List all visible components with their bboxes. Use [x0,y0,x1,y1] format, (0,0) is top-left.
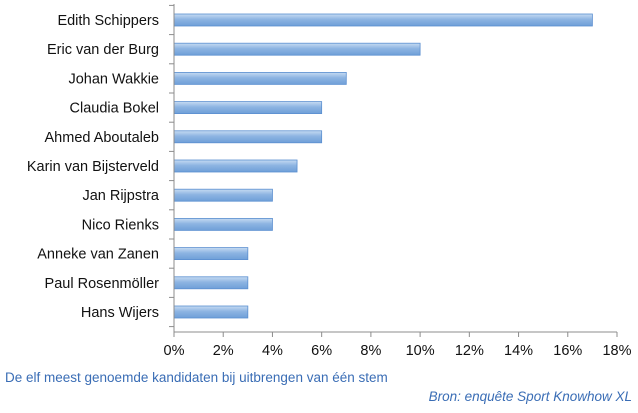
x-tick-label-2: 4% [262,343,283,359]
x-tick-label-8: 16% [553,343,582,359]
category-label-9: Paul Rosenmöller [45,276,160,292]
x-tick-label-5: 10% [406,343,435,359]
bar-10 [173,305,249,319]
category-labels: Edith Schippers Eric van der Burg Johan Wa… [27,13,160,321]
bar-6 [173,188,273,202]
bar-1 [173,42,421,56]
bar-7 [173,217,273,231]
category-label-8: Anneke van Zanen [37,247,159,263]
category-label-1: Eric van der Burg [47,42,159,58]
category-label-2: Johan Wakkie [68,71,159,87]
category-label-6: Jan Rijpstra [82,188,159,204]
bar-4 [173,130,323,144]
bars-layer [173,13,593,319]
x-tick-label-7: 14% [504,343,533,359]
bar-0 [173,13,593,27]
bar-3 [173,101,323,114]
x-tick-label-4: 8% [360,343,381,359]
category-label-7: Nico Rienks [82,217,159,233]
x-tick-label-6: 12% [455,343,484,359]
category-label-3: Claudia Bokel [70,101,159,117]
x-tick-label-0: 0% [164,343,185,359]
x-tick-label-3: 6% [311,343,332,359]
category-label-10: Hans Wijers [81,305,159,321]
bar-5 [173,159,298,173]
bar-9 [173,276,249,290]
bar-2 [173,72,347,85]
x-tick-label-9: 18% [602,343,631,359]
category-label-5: Karin van Bijsterveld [27,159,159,175]
x-tick-label-1: 2% [213,343,234,359]
x-axis: 0% 2% 4% 6% 8% 10% 12% 14% 16% 18% [164,4,632,359]
chart-source: Bron: enquête Sport Knowhow XL [428,389,632,404]
category-label-0: Edith Schippers [57,13,159,29]
category-label-4: Ahmed Aboutaleb [45,130,159,146]
chart-caption: De elf meest genoemde kandidaten bij uit… [5,370,388,385]
bar-8 [173,247,249,261]
